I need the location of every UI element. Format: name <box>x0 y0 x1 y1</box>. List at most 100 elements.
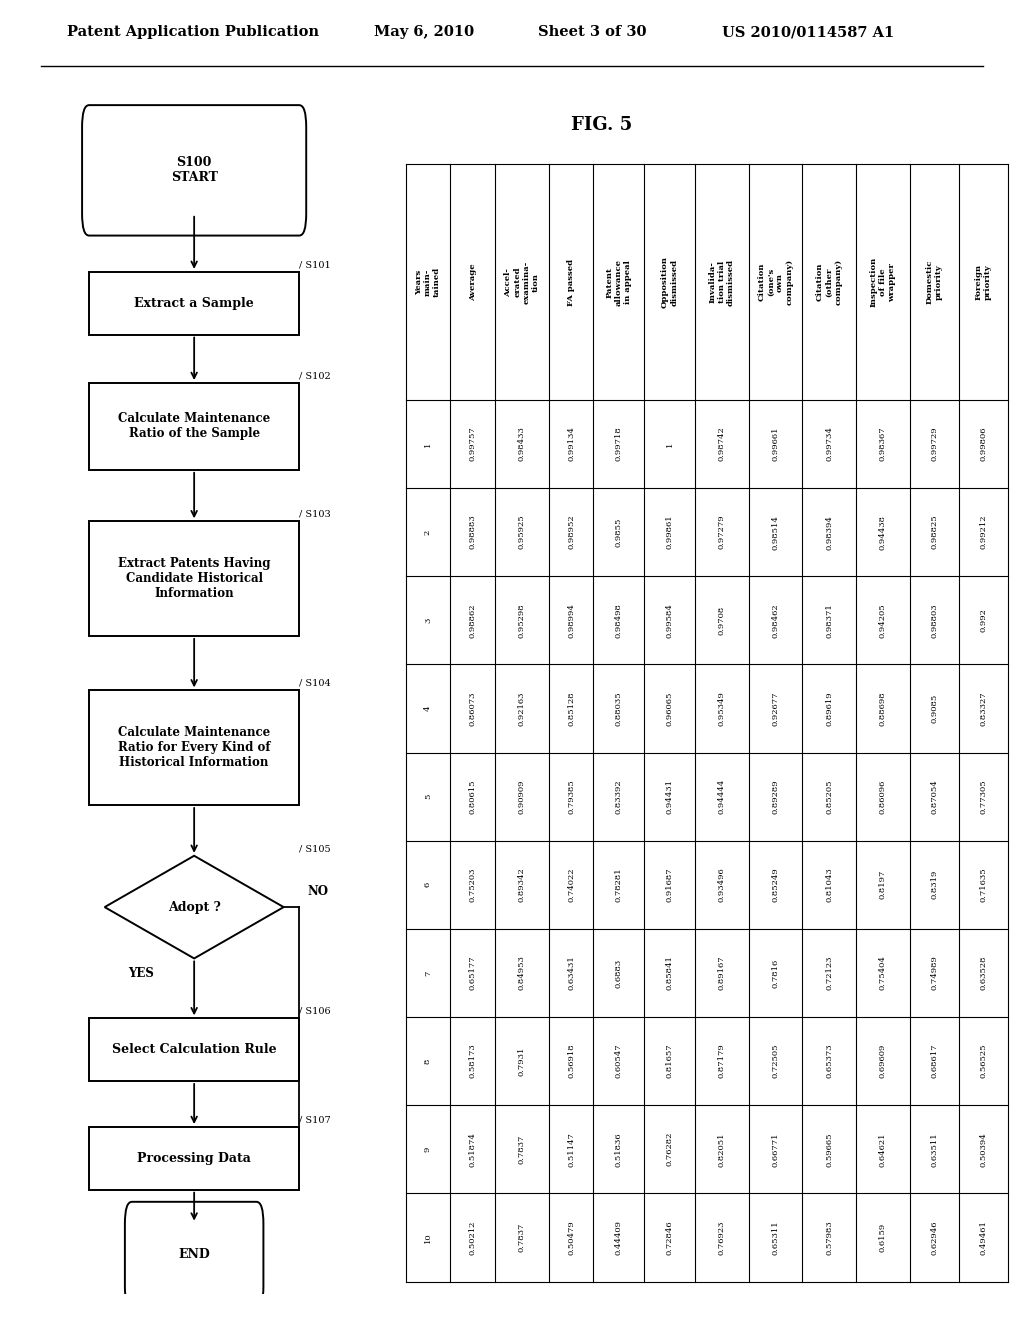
Text: 0.99212: 0.99212 <box>979 515 987 549</box>
Text: / S102: / S102 <box>299 371 331 380</box>
Text: 0.98498: 0.98498 <box>614 603 623 638</box>
Text: 0.6883: 0.6883 <box>614 958 623 987</box>
Text: 0.89342: 0.89342 <box>518 867 526 902</box>
Text: 0.94444: 0.94444 <box>718 779 726 814</box>
Text: / S105: / S105 <box>299 845 331 853</box>
Text: 0.72505: 0.72505 <box>771 1044 779 1078</box>
Text: 0.63528: 0.63528 <box>979 956 987 990</box>
Text: 0.75203: 0.75203 <box>469 867 476 902</box>
Text: 0.7931: 0.7931 <box>518 1047 526 1076</box>
Text: 0.74022: 0.74022 <box>567 867 575 902</box>
Text: 0.98862: 0.98862 <box>469 603 476 638</box>
Text: 0.95349: 0.95349 <box>718 690 726 726</box>
Text: 0.9855: 0.9855 <box>614 517 623 546</box>
Text: 0.89289: 0.89289 <box>771 779 779 814</box>
Text: 0.89167: 0.89167 <box>718 956 726 990</box>
Text: 0.87179: 0.87179 <box>718 1044 726 1078</box>
Text: Patent
allowance
in appeal: Patent allowance in appeal <box>605 259 632 305</box>
Text: 0.99718: 0.99718 <box>614 426 623 461</box>
Text: Processing Data: Processing Data <box>137 1152 251 1164</box>
Text: 0.63511: 0.63511 <box>930 1133 938 1167</box>
Text: 0.98803: 0.98803 <box>930 603 938 638</box>
Text: 6: 6 <box>424 882 432 887</box>
Text: Select Calculation Rule: Select Calculation Rule <box>112 1043 276 1056</box>
Text: 0.50479: 0.50479 <box>567 1220 575 1255</box>
Text: 0.50212: 0.50212 <box>469 1220 476 1254</box>
Text: 0.88035: 0.88035 <box>614 692 623 726</box>
Bar <box>89 1127 299 1189</box>
Text: 0.62946: 0.62946 <box>930 1220 938 1255</box>
Text: S100
START: S100 START <box>171 156 217 185</box>
Text: 0.83327: 0.83327 <box>979 692 987 726</box>
Text: 0.65373: 0.65373 <box>825 1044 834 1078</box>
Text: 0.60547: 0.60547 <box>614 1044 623 1078</box>
Text: 0.90909: 0.90909 <box>518 779 526 814</box>
Bar <box>89 521 299 636</box>
Text: 0.98371: 0.98371 <box>825 603 834 638</box>
Text: Citation
(one's
own
company): Citation (one's own company) <box>758 259 794 305</box>
Text: 0.85205: 0.85205 <box>825 779 834 814</box>
Text: 0.64621: 0.64621 <box>879 1133 887 1167</box>
Text: 0.98367: 0.98367 <box>879 426 887 461</box>
Text: 0.98994: 0.98994 <box>567 603 575 638</box>
Text: 0.72123: 0.72123 <box>825 956 834 990</box>
Text: 2: 2 <box>424 529 432 535</box>
Text: 0.6159: 0.6159 <box>879 1222 887 1253</box>
Text: 0.8197: 0.8197 <box>879 870 887 899</box>
Text: US 2010/0114587 A1: US 2010/0114587 A1 <box>722 25 894 40</box>
Text: 0.56918: 0.56918 <box>567 1044 575 1078</box>
Text: Foreign
priority: Foreign priority <box>975 264 992 300</box>
Text: 0.86073: 0.86073 <box>469 692 476 726</box>
Text: 0.50394: 0.50394 <box>979 1131 987 1167</box>
Text: 0.98394: 0.98394 <box>825 515 834 549</box>
Text: Calculate Maintenance
Ratio for Every Kind of
Historical Information: Calculate Maintenance Ratio for Every Ki… <box>118 726 270 770</box>
Text: Accel-
erated
examina-
tion: Accel- erated examina- tion <box>504 260 540 304</box>
Text: 0.99757: 0.99757 <box>469 426 476 461</box>
Text: 0.99134: 0.99134 <box>567 426 575 462</box>
Text: 0.9085: 0.9085 <box>930 694 938 723</box>
Text: 0.76923: 0.76923 <box>718 1220 726 1255</box>
Text: 0.85128: 0.85128 <box>567 692 575 726</box>
Text: Extract Patents Having
Candidate Historical
Information: Extract Patents Having Candidate Histori… <box>118 557 270 601</box>
Text: 0.78281: 0.78281 <box>614 867 623 902</box>
Text: 0.96065: 0.96065 <box>666 692 674 726</box>
Text: FA passed: FA passed <box>567 259 575 306</box>
Text: 0.51147: 0.51147 <box>567 1131 575 1167</box>
Text: 0.65311: 0.65311 <box>771 1220 779 1255</box>
FancyBboxPatch shape <box>82 106 306 235</box>
Text: Sheet 3 of 30: Sheet 3 of 30 <box>538 25 646 40</box>
Text: 0.79385: 0.79385 <box>567 779 575 814</box>
Text: 0.992: 0.992 <box>979 609 987 632</box>
Text: 0.98952: 0.98952 <box>567 515 575 549</box>
Text: / S101: / S101 <box>299 260 331 269</box>
Text: 0.95925: 0.95925 <box>518 515 526 549</box>
Text: 0.75404: 0.75404 <box>879 956 887 990</box>
Text: 0.77305: 0.77305 <box>979 779 987 814</box>
Text: 0.94431: 0.94431 <box>666 779 674 814</box>
Text: 0.72846: 0.72846 <box>666 1220 674 1255</box>
Text: 0.99661: 0.99661 <box>771 426 779 461</box>
Text: 0.84953: 0.84953 <box>518 956 526 990</box>
Text: Domestic
priority: Domestic priority <box>926 260 943 304</box>
Text: NO: NO <box>307 884 328 898</box>
Text: 0.98742: 0.98742 <box>718 426 726 461</box>
Bar <box>89 690 299 805</box>
Text: 0.74989: 0.74989 <box>930 956 938 990</box>
Text: Citation
(other
company): Citation (other company) <box>816 259 843 305</box>
Text: 0.80615: 0.80615 <box>469 779 476 814</box>
Text: 0.81657: 0.81657 <box>666 1044 674 1078</box>
Text: 0.83392: 0.83392 <box>614 779 623 814</box>
Text: 0.93496: 0.93496 <box>718 867 726 902</box>
Text: 0.98883: 0.98883 <box>469 515 476 549</box>
Text: 0.66771: 0.66771 <box>771 1133 779 1167</box>
Text: 3: 3 <box>424 618 432 623</box>
Text: 0.89619: 0.89619 <box>825 692 834 726</box>
Text: FIG. 5: FIG. 5 <box>571 116 633 135</box>
Text: 0.65177: 0.65177 <box>469 956 476 990</box>
Text: 0.7816: 0.7816 <box>771 958 779 987</box>
Text: 0.68617: 0.68617 <box>930 1044 938 1078</box>
Text: 0.44409: 0.44409 <box>614 1220 623 1255</box>
Text: 0.98462: 0.98462 <box>771 603 779 638</box>
Text: FIG. 4: FIG. 4 <box>147 116 209 135</box>
Text: Patent Application Publication: Patent Application Publication <box>67 25 318 40</box>
